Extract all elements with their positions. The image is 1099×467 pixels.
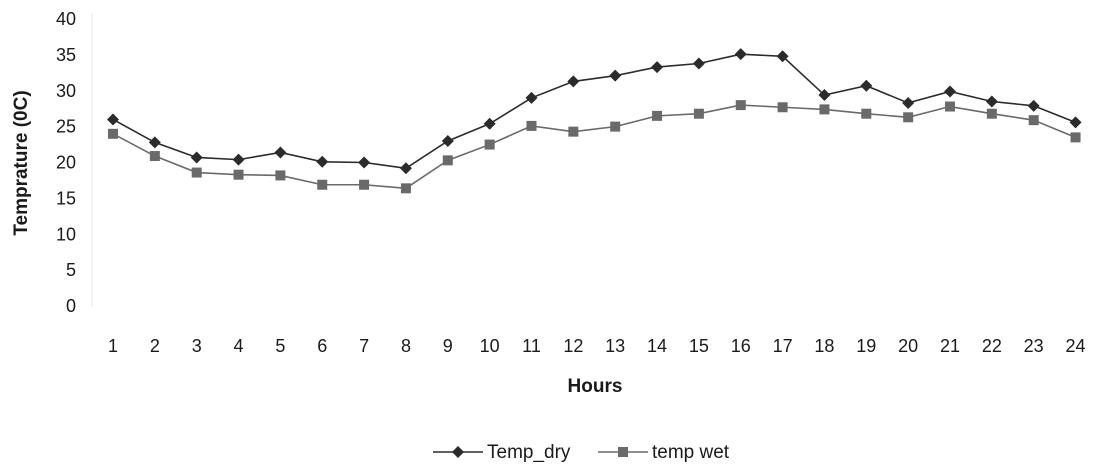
- data-point-dry: [734, 48, 747, 61]
- y-tick-label: 30: [56, 81, 76, 101]
- legend-marker: [618, 447, 628, 457]
- data-point-dry: [107, 113, 119, 126]
- x-tick-label: 14: [647, 336, 667, 356]
- data-point-wet: [275, 170, 286, 181]
- data-point-wet: [819, 104, 830, 115]
- x-tick-label: 16: [731, 336, 751, 356]
- x-tick-label: 17: [773, 336, 793, 356]
- x-tick-label: 10: [480, 336, 500, 356]
- x-tick-label: 2: [150, 336, 160, 356]
- data-point-wet: [526, 120, 537, 131]
- series-line-temp-wet: [112, 104, 1076, 190]
- x-tick-label: 18: [814, 336, 834, 356]
- data-point-wet: [861, 108, 872, 119]
- x-tick-label: 8: [401, 336, 411, 356]
- x-tick-label: 5: [275, 336, 285, 356]
- x-tick-label: 19: [856, 336, 876, 356]
- y-tick-label: 5: [66, 260, 76, 280]
- x-axis-title: Hours: [568, 376, 623, 397]
- x-tick-label: 4: [234, 336, 244, 356]
- data-point-dry: [609, 69, 622, 82]
- data-point-dry: [232, 153, 245, 166]
- data-point-dry: [525, 91, 538, 104]
- data-point-wet: [191, 167, 202, 178]
- data-point-wet: [986, 108, 997, 119]
- data-point-wet: [317, 179, 328, 190]
- x-tick-label: 23: [1024, 336, 1044, 356]
- x-tick-label: 6: [317, 336, 327, 356]
- y-tick-label: 25: [56, 117, 76, 137]
- data-point-dry: [1069, 116, 1082, 129]
- y-tick-label: 40: [56, 9, 76, 29]
- legend-label: temp wet: [652, 442, 730, 463]
- x-tick-label: 22: [982, 336, 1002, 356]
- data-point-wet: [945, 101, 955, 112]
- data-point-dry: [567, 75, 580, 88]
- x-tick-label: 21: [940, 336, 960, 356]
- data-point-wet: [693, 108, 704, 119]
- data-point-wet: [484, 139, 495, 150]
- data-point-dry: [274, 146, 287, 159]
- legend-marker: [452, 446, 464, 458]
- data-point-dry: [483, 117, 496, 130]
- y-tick-label: 0: [66, 296, 76, 316]
- legend: Temp_dry temp wet: [433, 442, 730, 463]
- series-markers: [107, 48, 1082, 194]
- x-tick-label: 11: [522, 336, 541, 356]
- data-point-dry: [1027, 99, 1040, 112]
- data-point-dry: [818, 89, 831, 102]
- y-tick-label: 20: [56, 153, 76, 173]
- x-axis-tick-labels: 1 2 3 4 5 6 7 8 9 10 11 12 13 14 15 16 17 18 19 20 21 22 23 24: [108, 336, 1086, 356]
- data-point-wet: [400, 183, 411, 194]
- y-axis-title: Temprature (0C): [11, 90, 32, 235]
- data-point-wet: [610, 121, 621, 132]
- data-point-wet: [233, 169, 244, 180]
- series-line-temp-dry: [112, 53, 1076, 170]
- x-tick-label: 24: [1066, 336, 1086, 356]
- data-point-wet: [903, 112, 914, 123]
- data-point-dry: [944, 85, 956, 98]
- data-point-dry: [358, 156, 371, 169]
- data-point-wet: [108, 128, 118, 139]
- data-point-wet: [735, 100, 746, 111]
- y-tick-label: 10: [56, 224, 76, 244]
- data-point-dry: [316, 155, 329, 168]
- data-point-wet: [149, 151, 160, 162]
- legend-item: Temp_dry: [433, 442, 571, 463]
- y-tick-label: 35: [56, 45, 76, 65]
- y-axis-tick-labels: 0 5 10 15 20 25 30 35 40: [56, 9, 76, 316]
- data-point-dry: [902, 96, 915, 109]
- x-tick-label: 3: [192, 336, 202, 356]
- x-tick-label: 1: [108, 336, 118, 356]
- data-point-dry: [399, 162, 412, 175]
- data-point-wet: [777, 102, 788, 113]
- y-tick-label: 15: [56, 188, 76, 208]
- x-tick-label: 13: [605, 336, 625, 356]
- x-tick-label: 15: [689, 336, 709, 356]
- data-point-dry: [441, 134, 454, 147]
- x-tick-label: 12: [563, 336, 583, 356]
- x-tick-label: 9: [443, 336, 453, 356]
- data-point-wet: [652, 110, 663, 121]
- legend-label: Temp_dry: [487, 442, 571, 463]
- data-point-dry: [776, 50, 789, 63]
- data-point-dry: [692, 57, 705, 70]
- legend-item: temp wet: [598, 442, 730, 463]
- data-point-dry: [190, 151, 203, 164]
- data-point-dry: [651, 61, 664, 74]
- data-point-dry: [860, 79, 873, 92]
- x-tick-label: 20: [898, 336, 918, 356]
- data-point-wet: [442, 155, 453, 166]
- data-point-wet: [1028, 115, 1039, 126]
- data-point-wet: [359, 179, 370, 190]
- data-point-wet: [568, 126, 579, 137]
- x-tick-label: 7: [359, 336, 369, 356]
- series-lines: [112, 53, 1076, 190]
- data-point-dry: [985, 95, 998, 108]
- data-point-wet: [1070, 132, 1081, 143]
- data-point-dry: [148, 136, 161, 149]
